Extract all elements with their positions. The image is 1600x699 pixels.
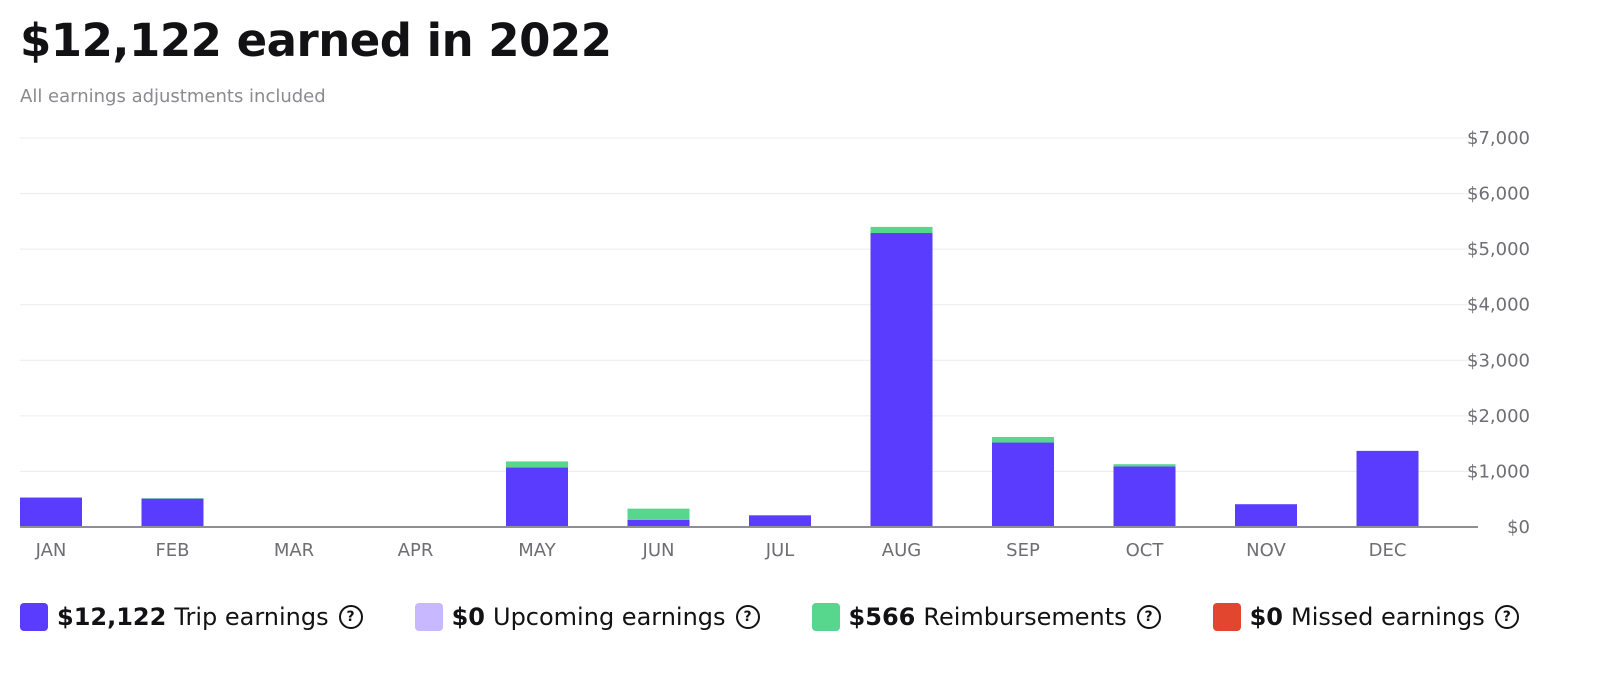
bar-trip-earnings-oct[interactable] <box>1113 466 1176 527</box>
x-tick-label: APR <box>398 540 434 561</box>
legend-item-missed-earnings: $0 Missed earnings ? <box>1212 603 1519 631</box>
y-tick-label: $3,000 <box>1467 350 1530 371</box>
page-subtitle: All earnings adjustments included <box>20 86 326 107</box>
legend-label-reimbursements: Reimbursements <box>923 603 1127 631</box>
help-circle-icon[interactable]: ? <box>338 605 363 629</box>
legend-swatch-reimbursements <box>811 603 840 631</box>
x-tick-label: MAR <box>274 540 314 561</box>
legend-value-trip-earnings: $12,122 <box>57 603 167 631</box>
x-tick-label: FEB <box>155 540 189 561</box>
legend-value-missed-earnings: $0 <box>1249 603 1284 631</box>
page-title: $12,122 earned in 2022 <box>20 14 612 67</box>
x-tick-label: NOV <box>1246 540 1286 561</box>
bar-reimbursements-feb[interactable] <box>141 498 204 499</box>
legend-swatch-missed-earnings <box>1212 603 1241 631</box>
bar-trip-earnings-jan[interactable] <box>20 497 82 527</box>
help-circle-icon[interactable]: ? <box>735 605 760 629</box>
bar-trip-earnings-jun[interactable] <box>627 519 690 527</box>
bar-reimbursements-may[interactable] <box>506 461 568 468</box>
help-circle-icon[interactable]: ? <box>1136 605 1161 629</box>
legend-item-upcoming-earnings: $0 Upcoming earnings ? <box>414 603 760 631</box>
x-tick-label: OCT <box>1126 540 1165 561</box>
x-tick-label: MAY <box>518 540 556 561</box>
bar-reimbursements-oct[interactable] <box>1113 464 1176 467</box>
legend-value-reimbursements: $566 <box>848 603 916 631</box>
legend-item-reimbursements: $566 Reimbursements ? <box>811 603 1161 631</box>
bar-trip-earnings-feb[interactable] <box>141 498 204 527</box>
bar-reimbursements-jun[interactable] <box>627 508 690 520</box>
bar-trip-earnings-may[interactable] <box>506 467 568 527</box>
y-tick-label: $2,000 <box>1467 406 1530 427</box>
bar-reimbursements-aug[interactable] <box>870 226 933 234</box>
x-tick-label: SEP <box>1006 540 1040 561</box>
legend-item-trip-earnings: $12,122 Trip earnings ? <box>20 603 363 631</box>
y-tick-label: $0 <box>1507 517 1530 538</box>
legend-label-trip-earnings: Trip earnings <box>174 603 329 631</box>
y-tick-label: $4,000 <box>1467 295 1530 316</box>
bar-trip-earnings-nov[interactable] <box>1235 504 1297 527</box>
help-circle-icon[interactable]: ? <box>1494 605 1519 629</box>
y-tick-label: $7,000 <box>1467 128 1530 149</box>
bar-trip-earnings-jul[interactable] <box>749 515 811 527</box>
legend-label-missed-earnings: Missed earnings <box>1291 603 1485 631</box>
earnings-bar-chart: $0 $1,000 $2,000 $3,000 $4,000 $5,000 $6,000 $7… <box>20 128 1530 561</box>
y-tick-label: $6,000 <box>1467 184 1530 205</box>
x-tick-label: DEC <box>1369 540 1407 561</box>
bar-trip-earnings-sep[interactable] <box>992 442 1054 527</box>
x-tick-label: JUN <box>642 540 675 561</box>
legend-label-upcoming-earnings: Upcoming earnings <box>493 603 726 631</box>
x-tick-label: AUG <box>882 540 921 561</box>
bar-trip-earnings-dec[interactable] <box>1356 450 1419 527</box>
legend-value-upcoming-earnings: $0 <box>451 603 485 631</box>
y-tick-label: $1,000 <box>1467 461 1530 482</box>
bar-reimbursements-sep[interactable] <box>992 436 1054 443</box>
legend-swatch-upcoming-earnings <box>414 603 443 631</box>
legend-swatch-trip-earnings <box>20 603 48 631</box>
x-tick-label: JUL <box>765 540 795 561</box>
chart-legend: $12,122 Trip earnings ? $0 Upcoming earn… <box>20 603 1519 631</box>
x-tick-label: JAN <box>35 540 67 561</box>
y-tick-label: $5,000 <box>1467 239 1530 260</box>
bar-trip-earnings-aug[interactable] <box>870 233 933 527</box>
